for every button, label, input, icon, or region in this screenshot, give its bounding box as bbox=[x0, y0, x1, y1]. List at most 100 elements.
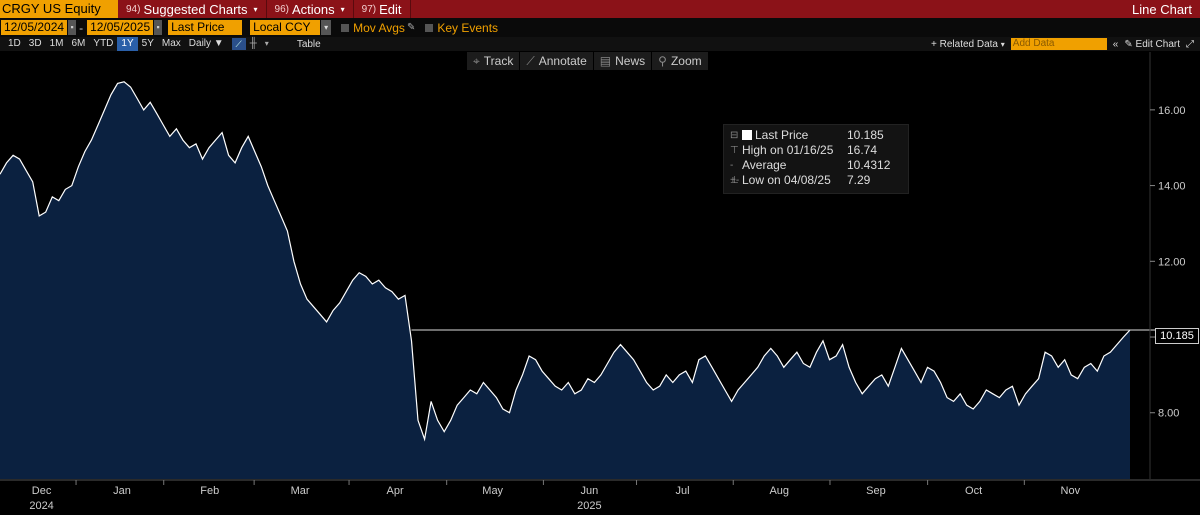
period-6m[interactable]: 6M bbox=[71, 38, 86, 49]
x-tick-label: Jan bbox=[113, 485, 131, 497]
calendar-icon[interactable]: ▪ bbox=[68, 20, 77, 35]
y-tick-label: 12.00 bbox=[1158, 256, 1186, 268]
legend-value: 10.4312 bbox=[847, 158, 891, 172]
zoom-button[interactable]: ⚲ Zoom bbox=[652, 52, 709, 70]
chevron-down-icon[interactable]: ▾ bbox=[321, 20, 332, 35]
x-tick-label: Jul bbox=[675, 485, 689, 497]
x-tick-label: Oct bbox=[965, 485, 982, 497]
edit-chart-button[interactable]: ✎ Edit Chart bbox=[1124, 38, 1180, 50]
legend-label: Average bbox=[742, 158, 787, 172]
chevron-down-icon[interactable]: ▾ bbox=[264, 39, 269, 48]
news-label: News bbox=[615, 54, 646, 68]
end-date-input[interactable]: 12/05/2025 bbox=[87, 20, 154, 35]
annotate-label: Annotate bbox=[538, 54, 587, 68]
edit-menu[interactable]: 97) Edit bbox=[354, 0, 411, 18]
legend-value: 10.185 bbox=[847, 128, 884, 142]
field-selector[interactable]: Last Price bbox=[168, 20, 243, 35]
legend-row-average: -+- Average 10.4312 bbox=[730, 158, 906, 186]
menu-label: Suggested Charts bbox=[143, 1, 248, 17]
frequency-selector[interactable]: Daily ▼ bbox=[188, 38, 224, 49]
average-marker-icon: -+- bbox=[730, 160, 740, 186]
x-tick-label: Sep bbox=[866, 485, 886, 497]
table-button[interactable]: Table bbox=[296, 38, 321, 50]
caret-down-icon: ▾ bbox=[340, 4, 345, 14]
x-tick-label: Nov bbox=[1061, 485, 1081, 497]
key-events-checkbox[interactable] bbox=[425, 23, 434, 32]
price-line bbox=[0, 81, 1131, 442]
title-bar: CRGY US Equity 94) Suggested Charts ▾ 96… bbox=[0, 0, 1200, 18]
calendar-icon[interactable]: ▪ bbox=[154, 20, 163, 35]
chart-toolbar: ⌖ Track ⟋ Annotate ▤ News ⚲ Zoom bbox=[467, 52, 709, 70]
period-1m[interactable]: 1M bbox=[49, 38, 64, 49]
date-separator: - bbox=[79, 20, 84, 35]
price-area bbox=[0, 81, 1130, 480]
news-button[interactable]: ▤ News bbox=[594, 52, 653, 70]
period-1d[interactable]: 1D bbox=[8, 38, 21, 49]
series-swatch bbox=[742, 130, 752, 140]
candlestick-icon[interactable]: ╫ bbox=[249, 38, 257, 49]
start-date-input[interactable]: 12/05/2024 bbox=[1, 20, 68, 35]
legend-row-low: ⊥ Low on 04/08/25 7.29 bbox=[730, 173, 906, 188]
key-events-label: Key Events bbox=[437, 20, 499, 35]
minus-box-icon: ⊟ bbox=[730, 130, 739, 141]
mov-avgs-label: Mov Avgs bbox=[353, 20, 405, 35]
caret-down-icon: ▾ bbox=[253, 4, 258, 14]
x-tick-label: Jun bbox=[581, 485, 599, 497]
menu-number: 97) bbox=[361, 3, 377, 15]
frequency-label: Daily bbox=[188, 38, 212, 49]
x-tick-label: Apr bbox=[386, 485, 403, 497]
currency-selector[interactable]: Local CCY bbox=[250, 20, 321, 35]
news-icon: ▤ bbox=[599, 54, 612, 68]
magnifier-icon: ⚲ bbox=[658, 54, 667, 68]
x-year-label: 2025 bbox=[577, 500, 601, 512]
menu-label: Actions bbox=[292, 1, 335, 17]
crosshair-icon: ⌖ bbox=[473, 54, 480, 68]
edit-chart-label: Edit Chart bbox=[1135, 38, 1180, 50]
y-tick-label: 14.00 bbox=[1158, 181, 1186, 193]
track-label: Track bbox=[483, 54, 514, 68]
ticker-field[interactable]: CRGY US Equity bbox=[0, 0, 118, 18]
suggested-charts-menu[interactable]: 94) Suggested Charts ▾ bbox=[118, 0, 267, 18]
legend-label: Low on 04/08/25 bbox=[742, 173, 831, 187]
x-year-label: 2024 bbox=[29, 500, 53, 512]
actions-menu[interactable]: 96) Actions ▾ bbox=[267, 0, 354, 18]
x-tick-label: Feb bbox=[200, 485, 219, 497]
related-data-button[interactable]: + Related Data ▾ bbox=[931, 38, 1005, 50]
x-tick-label: May bbox=[482, 485, 503, 497]
related-data-label: Related Data bbox=[939, 38, 998, 50]
legend-row-last-price: ⊟ Last Price 10.185 bbox=[730, 128, 906, 143]
annotate-icon: ⟋ bbox=[526, 54, 535, 68]
legend-box: ⊟ Last Price 10.185 ⊤ High on 01/16/25 1… bbox=[723, 124, 909, 194]
track-button[interactable]: ⌖ Track bbox=[467, 52, 521, 70]
x-tick-label: Dec bbox=[32, 485, 52, 497]
legend-label-text: Last Price bbox=[755, 128, 809, 142]
line-chart-icon[interactable]: ⟋ bbox=[231, 38, 246, 50]
y-tick-label: 16.00 bbox=[1158, 105, 1186, 117]
y-tick-label: 8.00 bbox=[1158, 408, 1179, 420]
annotate-button[interactable]: ⟋ Annotate bbox=[520, 52, 594, 70]
legend-label: High on 01/16/25 bbox=[742, 143, 834, 157]
menu-label: Edit bbox=[379, 1, 402, 17]
period-ytd[interactable]: YTD bbox=[93, 38, 114, 49]
period-max[interactable]: Max bbox=[161, 38, 181, 49]
period-3d[interactable]: 3D bbox=[28, 38, 42, 49]
x-tick-label: Aug bbox=[769, 485, 789, 497]
settings-bar: 12/05/2024 ▪ - 12/05/2025 ▪ Last Price L… bbox=[0, 18, 1200, 37]
legend-value: 16.74 bbox=[847, 143, 878, 157]
period-5y[interactable]: 5Y bbox=[141, 38, 154, 49]
add-data-input[interactable]: Add Data bbox=[1010, 38, 1107, 50]
menu-number: 94) bbox=[126, 3, 141, 15]
mov-avgs-checkbox[interactable] bbox=[341, 23, 350, 32]
high-marker-icon: ⊤ bbox=[730, 145, 739, 156]
pencil-icon[interactable]: ✎ bbox=[406, 22, 416, 33]
right-controls: + Related Data ▾ Add Data « ✎ Edit Chart… bbox=[931, 38, 1200, 50]
menu-number: 96) bbox=[274, 3, 289, 15]
collapse-icon[interactable]: « bbox=[1112, 38, 1119, 50]
period-1y[interactable]: 1Y bbox=[117, 37, 138, 51]
expand-icon[interactable]: ⤢ bbox=[1186, 38, 1194, 50]
period-bar: 1D 3D 1M 6M YTD 1Y 5Y Max Daily ▼ ⟋ ╫ ▾ … bbox=[0, 37, 1200, 51]
low-marker-icon: ⊥ bbox=[730, 175, 739, 186]
last-price-tag: 10.185 bbox=[1155, 328, 1199, 344]
